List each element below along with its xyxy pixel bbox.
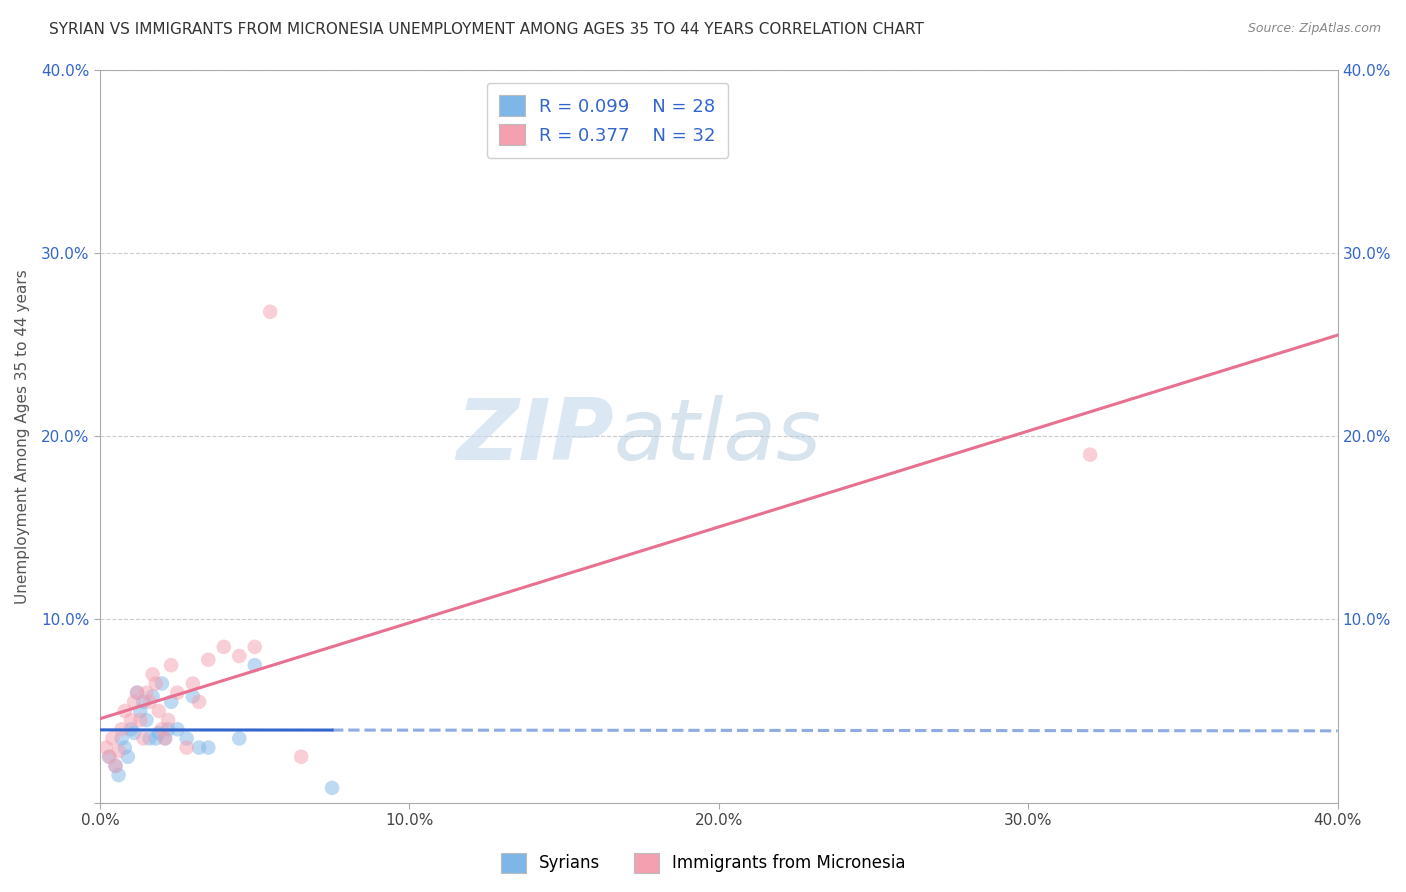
Point bbox=[197, 740, 219, 755]
Point bbox=[127, 686, 149, 700]
Legend: R = 0.099    N = 28, R = 0.377    N = 32: R = 0.099 N = 28, R = 0.377 N = 32 bbox=[486, 83, 728, 158]
Point bbox=[181, 690, 204, 704]
Point bbox=[111, 731, 134, 746]
Point bbox=[98, 749, 121, 764]
Point bbox=[188, 740, 211, 755]
Point bbox=[188, 695, 211, 709]
Point bbox=[166, 723, 188, 737]
Point bbox=[228, 731, 250, 746]
Point bbox=[148, 704, 170, 718]
Point bbox=[290, 749, 312, 764]
Point bbox=[122, 695, 145, 709]
Point bbox=[120, 713, 142, 727]
Point bbox=[153, 731, 176, 746]
Point bbox=[129, 713, 152, 727]
Point bbox=[114, 740, 136, 755]
Point bbox=[142, 667, 165, 681]
Point bbox=[148, 726, 170, 740]
Point bbox=[157, 713, 180, 727]
Point bbox=[176, 731, 198, 746]
Point bbox=[160, 695, 183, 709]
Point bbox=[157, 723, 180, 737]
Y-axis label: Unemployment Among Ages 35 to 44 years: Unemployment Among Ages 35 to 44 years bbox=[15, 268, 30, 604]
Text: ZIP: ZIP bbox=[456, 395, 613, 478]
Point bbox=[101, 731, 124, 746]
Point bbox=[138, 695, 160, 709]
Point bbox=[120, 723, 142, 737]
Point bbox=[132, 731, 155, 746]
Point bbox=[142, 690, 165, 704]
Text: atlas: atlas bbox=[613, 395, 821, 478]
Point bbox=[181, 676, 204, 690]
Point bbox=[321, 780, 343, 795]
Text: Source: ZipAtlas.com: Source: ZipAtlas.com bbox=[1247, 22, 1381, 36]
Point bbox=[1078, 448, 1101, 462]
Point bbox=[212, 640, 235, 654]
Point bbox=[197, 653, 219, 667]
Point bbox=[117, 749, 139, 764]
Point bbox=[176, 740, 198, 755]
Point bbox=[160, 658, 183, 673]
Point bbox=[107, 768, 129, 782]
Point bbox=[127, 686, 149, 700]
Point bbox=[129, 704, 152, 718]
Point bbox=[135, 686, 157, 700]
Point bbox=[104, 759, 127, 773]
Point bbox=[259, 305, 281, 319]
Point bbox=[243, 640, 266, 654]
Point bbox=[150, 676, 173, 690]
Point bbox=[150, 723, 173, 737]
Point bbox=[111, 723, 134, 737]
Point bbox=[166, 686, 188, 700]
Point bbox=[145, 676, 167, 690]
Legend: Syrians, Immigrants from Micronesia: Syrians, Immigrants from Micronesia bbox=[494, 847, 912, 880]
Point bbox=[243, 658, 266, 673]
Point bbox=[135, 713, 157, 727]
Point bbox=[107, 744, 129, 758]
Point bbox=[104, 759, 127, 773]
Point bbox=[228, 648, 250, 663]
Point bbox=[98, 749, 121, 764]
Point bbox=[96, 740, 118, 755]
Point bbox=[122, 726, 145, 740]
Point bbox=[114, 704, 136, 718]
Point bbox=[145, 731, 167, 746]
Point bbox=[138, 731, 160, 746]
Point bbox=[153, 731, 176, 746]
Text: SYRIAN VS IMMIGRANTS FROM MICRONESIA UNEMPLOYMENT AMONG AGES 35 TO 44 YEARS CORR: SYRIAN VS IMMIGRANTS FROM MICRONESIA UNE… bbox=[49, 22, 924, 37]
Point bbox=[132, 695, 155, 709]
